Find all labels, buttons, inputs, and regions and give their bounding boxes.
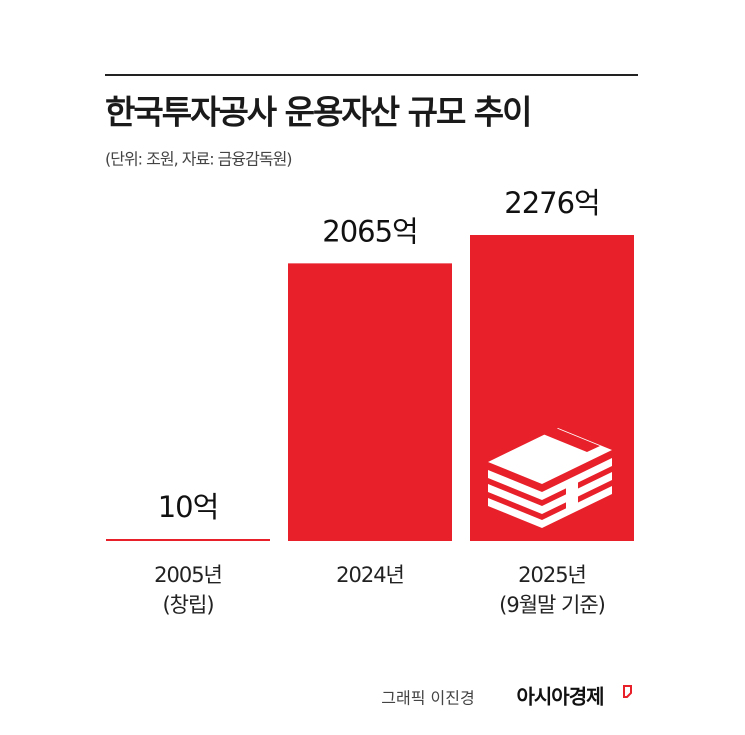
value-label: 2276억 — [504, 186, 599, 220]
x-tick-label: 2005년 (창립) — [154, 563, 223, 617]
bar — [288, 263, 452, 541]
credit: 그래픽 이진경 — [381, 689, 474, 708]
money-icon — [488, 424, 612, 528]
bar — [106, 539, 270, 541]
value-label: 2065억 — [322, 214, 417, 248]
brand-mark — [623, 685, 632, 698]
chart-subtitle: (단위: 조원, 자료: 금융감독원) — [105, 150, 292, 169]
chart-title: 한국투자공사 운용자산 규모 추이 — [105, 93, 531, 132]
x-tick-label: 2025년 (9월말 기준) — [499, 563, 606, 617]
brand: 아시아경제 — [517, 685, 604, 709]
value-label: 10억 — [158, 490, 219, 524]
x-tick-label: 2024년 — [336, 563, 405, 587]
